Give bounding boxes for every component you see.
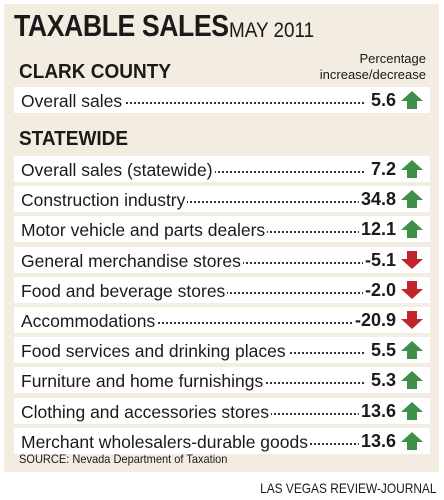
row-label-text: Food and beverage stores bbox=[21, 280, 228, 301]
arrow-up-icon bbox=[401, 401, 423, 420]
title-row: TAXABLE SALES MAY 2011 bbox=[14, 8, 314, 44]
row-value: 5.6 bbox=[368, 89, 396, 111]
row-value: 12.1 bbox=[358, 218, 396, 241]
section-clark-county: CLARK COUNTY bbox=[19, 61, 171, 83]
percentage-note-line2: increase/decrease bbox=[319, 67, 426, 82]
row-value: -20.9 bbox=[352, 309, 396, 331]
table-row: Overall sales 5.6 bbox=[14, 87, 430, 113]
row-label: General merchandise stores bbox=[21, 250, 361, 272]
row-label: Overall sales bbox=[21, 90, 361, 112]
row-value: -2.0 bbox=[362, 278, 396, 301]
table-row: Food services and drinking places 5.5 bbox=[14, 337, 430, 364]
arrow-up-icon bbox=[401, 190, 423, 209]
row-value: 13.6 bbox=[358, 429, 396, 452]
row-value: 5.5 bbox=[368, 339, 396, 362]
row-value: -5.1 bbox=[362, 248, 396, 271]
arrow-up-icon bbox=[401, 431, 423, 450]
row-label-text: Clothing and accessories stores bbox=[21, 401, 272, 422]
row-label-text: Overall sales (statewide) bbox=[21, 160, 215, 180]
arrow-up-icon bbox=[401, 91, 423, 109]
row-value: 5.3 bbox=[368, 369, 396, 392]
table-row: Motor vehicle and parts dealers 12.1 bbox=[14, 216, 430, 243]
arrow-down-icon bbox=[401, 311, 423, 329]
table-row: Merchant wholesalers-durable goods 13.6 bbox=[14, 427, 430, 454]
row-label: Merchant wholesalers-durable goods bbox=[21, 431, 361, 453]
dot-leader bbox=[21, 322, 364, 324]
arrow-down-icon bbox=[401, 280, 423, 299]
row-label-text: General merchandise stores bbox=[21, 250, 243, 271]
table-row: Furniture and home furnishings 5.3 bbox=[14, 367, 430, 394]
row-value: 7.2 bbox=[368, 158, 396, 180]
table-row: Clothing and accessories stores 13.6 bbox=[14, 397, 430, 424]
row-label: Motor vehicle and parts dealers bbox=[21, 219, 361, 241]
row-label: Food and beverage stores bbox=[21, 280, 361, 302]
dot-leader bbox=[21, 102, 364, 104]
row-label: Clothing and accessories stores bbox=[21, 401, 361, 423]
row-value: 13.6 bbox=[358, 399, 396, 422]
row-label: Construction industry bbox=[21, 189, 361, 211]
row-label-text: Overall sales bbox=[21, 91, 125, 111]
table-row: Food and beverage stores -2.0 bbox=[14, 276, 430, 303]
arrow-down-icon bbox=[401, 250, 423, 269]
chart-title: TAXABLE SALES bbox=[14, 8, 229, 43]
row-label-text: Accommodations bbox=[21, 311, 158, 331]
percentage-note: Percentage increase/decrease bbox=[320, 51, 426, 83]
chart-subtitle: MAY 2011 bbox=[229, 19, 315, 42]
publisher-credit: LAS VEGAS REVIEW-JOURNAL bbox=[259, 480, 436, 496]
row-value: 34.8 bbox=[358, 188, 396, 211]
row-label: Overall sales (statewide) bbox=[21, 159, 361, 181]
row-label-text: Furniture and home furnishings bbox=[21, 371, 266, 392]
arrow-up-icon bbox=[401, 220, 423, 239]
source-note: SOURCE: Nevada Department of Taxation bbox=[19, 452, 228, 466]
row-label-text: Merchant wholesalers-durable goods bbox=[21, 431, 310, 452]
infographic-panel: TAXABLE SALES MAY 2011 Percentage increa… bbox=[4, 4, 439, 472]
percentage-note-line1: Percentage bbox=[359, 51, 427, 66]
section-statewide: STATEWIDE bbox=[19, 128, 129, 150]
arrow-up-icon bbox=[401, 341, 423, 360]
row-label-text: Food services and drinking places bbox=[21, 341, 288, 362]
table-row: Accommodations -20.9 bbox=[14, 307, 430, 333]
arrow-up-icon bbox=[401, 160, 423, 178]
row-label-text: Construction industry bbox=[21, 190, 188, 211]
row-label: Food services and drinking places bbox=[21, 340, 361, 362]
row-label: Accommodations bbox=[21, 310, 361, 332]
dot-leader bbox=[21, 201, 364, 204]
table-row: Overall sales (statewide) 7.2 bbox=[14, 156, 430, 182]
row-label: Furniture and home furnishings bbox=[21, 370, 361, 392]
arrow-up-icon bbox=[401, 371, 423, 390]
table-row: Construction industry 34.8 bbox=[14, 186, 430, 213]
table-row: General merchandise stores -5.1 bbox=[14, 246, 430, 273]
row-label-text: Motor vehicle and parts dealers bbox=[21, 220, 268, 241]
